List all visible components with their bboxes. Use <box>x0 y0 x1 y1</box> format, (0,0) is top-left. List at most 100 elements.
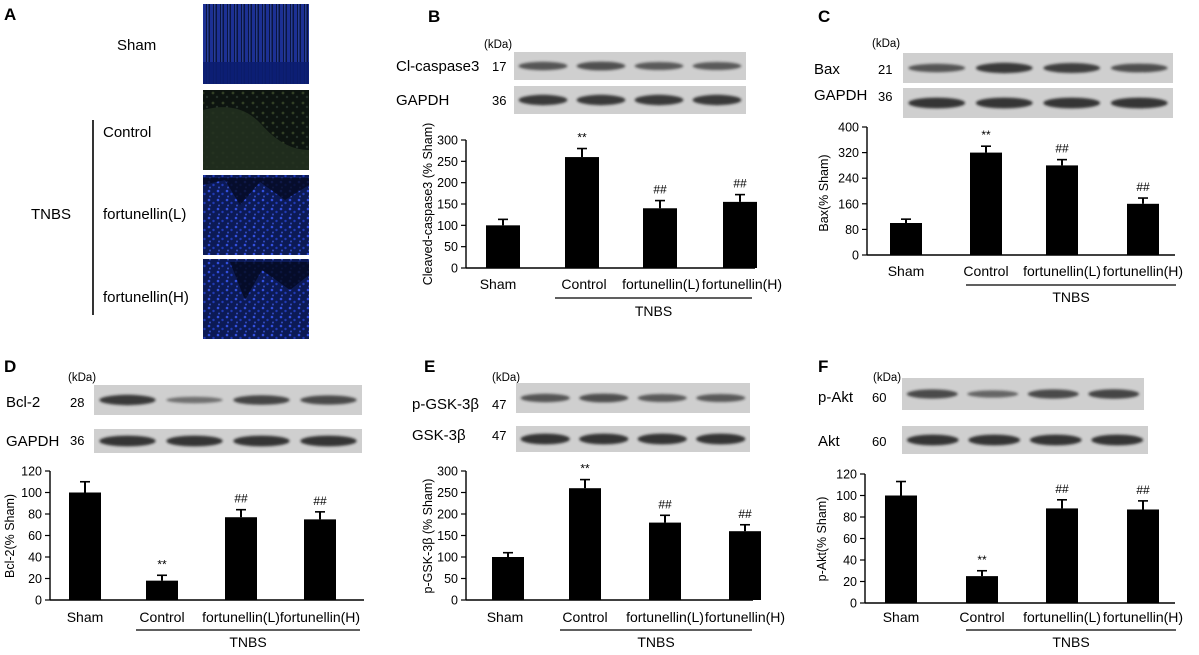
protein-label-p-akt: p-Akt <box>818 389 854 406</box>
kda-value-p-gsk-3-: 47 <box>492 397 506 412</box>
category-label-4: fortunellin(H) <box>702 276 782 292</box>
bar-1 <box>885 495 917 603</box>
micrograph-control <box>203 90 309 170</box>
category-label-2: Control <box>139 609 184 625</box>
tnbs-group-label: TNBS <box>637 634 674 650</box>
panel-c: C (kDa) Bax 21 GAPDH 36 0 80 160 240 320 400 Bax(% S… <box>814 7 1183 305</box>
kda-unit-label: (kDa) <box>492 372 520 384</box>
category-label-1: Sham <box>67 609 104 625</box>
kda-value-gapdh: 36 <box>70 433 84 448</box>
band-gapdh-lane-3 <box>1043 97 1101 109</box>
y-tick-label: 0 <box>451 262 458 276</box>
bar-4 <box>729 531 761 600</box>
y-tick-label: 150 <box>437 198 458 212</box>
micrograph-sham <box>203 4 309 84</box>
kda-unit-label: (kDa) <box>872 38 900 50</box>
significance-mark-2: ** <box>577 131 587 145</box>
panel-c-letter: C <box>818 7 830 26</box>
kda-unit-label: (kDa) <box>873 372 901 384</box>
category-label-2: Control <box>562 609 607 625</box>
kda-value-akt: 60 <box>872 434 886 449</box>
y-tick-label: 200 <box>437 176 458 190</box>
kda-value-bcl-2: 28 <box>70 395 84 410</box>
tnbs-label: TNBS <box>31 206 71 223</box>
micrograph-fortunellin-l <box>203 175 309 255</box>
y-tick-label: 250 <box>437 486 458 500</box>
y-tick-label: 300 <box>437 134 458 148</box>
y-tick-label: 200 <box>437 508 458 522</box>
y-tick-label: 60 <box>28 529 42 543</box>
y-tick-label: 0 <box>850 597 857 611</box>
kda-value-bax: 21 <box>878 62 892 77</box>
protein-label-p-gsk-3-: p-GSK-3β <box>412 396 479 413</box>
protein-label-gapdh: GAPDH <box>814 87 867 104</box>
category-label-1: Sham <box>487 609 524 625</box>
category-label-1: Sham <box>883 609 920 625</box>
band-p-gsk-3--lane-1 <box>520 393 570 403</box>
bar-3 <box>643 208 677 268</box>
band-gsk-3--lane-2 <box>579 433 629 445</box>
category-label-3: fortunellin(L) <box>1023 609 1101 625</box>
y-tick-label: 100 <box>437 219 458 233</box>
band-p-gsk-3--lane-3 <box>637 394 687 402</box>
y-tick-label: 40 <box>843 554 857 568</box>
protein-label-gapdh: GAPDH <box>396 92 449 109</box>
protein-label-gapdh: GAPDH <box>6 433 59 450</box>
bar-2 <box>146 580 178 600</box>
y-tick-label: 60 <box>843 532 857 546</box>
y-tick-label: 100 <box>836 489 857 503</box>
panel-f-letter: F <box>818 357 828 376</box>
band-bax-lane-2 <box>975 62 1033 74</box>
panel-d-letter: D <box>4 357 16 376</box>
band-gapdh-lane-4 <box>1110 97 1168 109</box>
band-cl-caspase3-lane-3 <box>634 62 684 70</box>
significance-mark-3: ## <box>1055 482 1069 496</box>
band-gapdh-lane-2 <box>975 97 1033 109</box>
tnbs-group-label: TNBS <box>1052 289 1089 305</box>
band-gsk-3--lane-3 <box>637 433 687 445</box>
bar-1 <box>486 225 520 268</box>
kda-unit-label: (kDa) <box>68 372 96 384</box>
y-tick-label: 320 <box>838 146 859 160</box>
band-bcl-2-lane-1 <box>99 394 156 406</box>
category-label-2: Control <box>963 263 1008 279</box>
bar-1 <box>69 492 101 600</box>
category-label-1: Sham <box>888 263 925 279</box>
bar-1 <box>492 557 524 600</box>
y-tick-label: 120 <box>836 468 857 482</box>
bar-4 <box>1127 203 1159 255</box>
panel-d: D (kDa) Bcl-2 28 GAPDH 36 0 20 40 60 80 100 120 Bcl-2… <box>3 357 364 650</box>
bar-3 <box>1046 508 1078 603</box>
kda-value-cl-caspase3: 17 <box>492 59 506 74</box>
band-akt-lane-4 <box>1091 434 1144 446</box>
band-gapdh-lane-2 <box>166 435 223 447</box>
y-tick-label: 240 <box>838 172 859 186</box>
category-label-3: fortunellin(L) <box>202 609 280 625</box>
y-axis-title: p-Akt(% Sham) <box>815 497 829 582</box>
kda-unit-label: (kDa) <box>484 39 512 51</box>
y-tick-label: 0 <box>35 594 42 608</box>
y-tick-label: 100 <box>437 551 458 565</box>
significance-mark-3: ## <box>658 497 672 511</box>
band-bax-lane-3 <box>1043 63 1101 73</box>
panel-a: A Sham Control fortunellin(L) fortunelli… <box>4 4 309 339</box>
row-label-fortunellin-l: fortunellin(L) <box>103 206 186 223</box>
y-tick-label: 40 <box>28 551 42 565</box>
kda-value-gapdh: 36 <box>878 89 892 104</box>
bar-4 <box>1127 509 1159 603</box>
protein-label-gsk-3-: GSK-3β <box>412 427 466 444</box>
protein-label-akt: Akt <box>818 433 841 450</box>
band-gapdh-lane-3 <box>634 94 684 106</box>
tnbs-group-label: TNBS <box>635 303 672 319</box>
y-axis-title: p-GSK-3β (% Sham) <box>421 479 435 594</box>
band-bcl-2-lane-3 <box>233 395 290 405</box>
y-tick-label: 50 <box>444 572 458 586</box>
panel-b-letter: B <box>428 7 440 26</box>
bar-2 <box>569 488 601 600</box>
bar-2 <box>565 157 599 268</box>
band-bax-lane-4 <box>1110 63 1168 73</box>
band-p-akt-lane-3 <box>1027 389 1079 399</box>
kda-value-gapdh: 36 <box>492 93 506 108</box>
row-label-fortunellin-h: fortunellin(H) <box>103 289 189 306</box>
